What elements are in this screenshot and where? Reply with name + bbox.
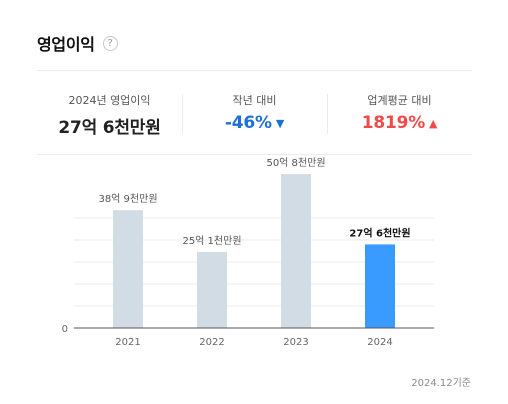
x-tick-label: 2024	[367, 337, 392, 348]
stat-label: 업계평균 대비	[367, 94, 432, 107]
stat-value-text: 27억 6천만원	[58, 118, 161, 138]
bar-value-label: 50억 8천만원	[266, 157, 325, 169]
stat-current-profit: 2024년 영업이익 27억 6천만원	[37, 86, 182, 140]
stat-value-text: -46%	[224, 113, 272, 133]
bar-2021	[113, 210, 143, 328]
stat-value: 27억 6천만원	[37, 113, 182, 138]
top-divider	[37, 70, 472, 71]
stat-yoy-change: 작년 대비 -46% ▼	[182, 86, 327, 140]
bar-value-label: 25억 1천만원	[182, 235, 241, 247]
stat-value: 1819% ▲	[327, 113, 472, 133]
section-header: 영업이익 ?	[37, 31, 118, 55]
bottom-divider	[37, 154, 472, 155]
stat-label: 2024년 영업이익	[68, 94, 151, 107]
stat-industry-compare: 업계평균 대비 1819% ▲	[327, 86, 472, 140]
x-tick-label: 2021	[115, 337, 140, 348]
stat-value-text: 1819%	[361, 113, 426, 133]
up-arrow-icon: ▲	[429, 117, 438, 130]
stat-label: 작년 대비	[232, 94, 277, 107]
y-tick-label: 0	[62, 324, 68, 335]
help-icon[interactable]: ?	[102, 35, 118, 51]
bar-value-label: 38억 9천만원	[98, 193, 157, 205]
basis-date-note: 2024.12기준	[411, 378, 471, 389]
section-title: 영업이익	[37, 35, 95, 54]
bar-value-label: 27억 6천만원	[349, 226, 410, 239]
bar-2024	[365, 244, 395, 328]
x-tick-label: 2022	[199, 337, 224, 348]
bar-2023	[281, 174, 311, 328]
stat-value: -46% ▼	[182, 113, 327, 133]
down-arrow-icon: ▼	[275, 117, 285, 130]
bar-2022	[197, 251, 227, 328]
summary-stats: 2024년 영업이익 27억 6천만원 작년 대비 -46% ▼ 업계평균 대비 …	[37, 86, 472, 140]
x-tick-label: 2023	[283, 337, 308, 348]
operating-profit-bar-chart: 38억 9천만원 2021 25억 1천만원 2022 50억 8천만원 2023 27억 …	[62, 157, 434, 348]
